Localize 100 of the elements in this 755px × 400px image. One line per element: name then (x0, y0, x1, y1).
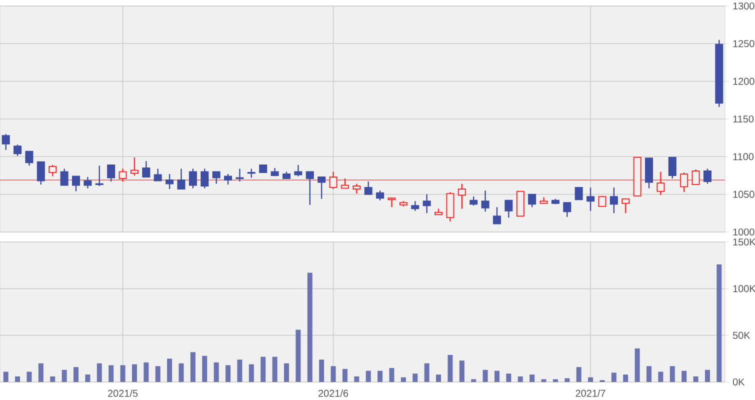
bar (284, 363, 289, 382)
bar (248, 364, 254, 382)
bar (564, 378, 570, 382)
candlestick (680, 172, 688, 193)
bar (96, 363, 102, 382)
bar (670, 366, 675, 382)
candlestick (656, 171, 665, 196)
bar (3, 372, 8, 382)
candlestick (376, 190, 384, 201)
y-tick-label: 1200 (733, 78, 754, 85)
bar (15, 376, 20, 382)
bar (576, 367, 582, 382)
candlestick (36, 161, 45, 186)
bar (74, 367, 79, 382)
bar (319, 360, 324, 382)
x-tick-label: 2021/7 (576, 390, 606, 397)
bar (26, 372, 32, 382)
y-tick-label: 0K (732, 378, 745, 386)
bar (132, 364, 137, 382)
bar (506, 374, 512, 382)
bar (214, 362, 219, 382)
bar (38, 363, 44, 382)
candlestick (586, 186, 595, 212)
bar (167, 358, 172, 382)
candlestick (692, 168, 700, 186)
bar (646, 366, 652, 382)
bar (120, 365, 126, 382)
bar (226, 365, 231, 382)
bar (202, 356, 208, 382)
candlestick (504, 200, 513, 218)
bar (155, 366, 160, 382)
bar (144, 362, 149, 382)
bar (716, 264, 722, 382)
candlestick (95, 165, 104, 187)
candlestick (528, 194, 536, 208)
candlestick (563, 202, 572, 218)
bar (530, 374, 535, 382)
bar (272, 356, 278, 382)
candlestick (458, 183, 466, 210)
bar (296, 330, 301, 382)
x-tick-label: 2021/6 (318, 390, 348, 397)
y-tick-label: 1100 (733, 153, 754, 160)
bar (237, 360, 242, 382)
candlestick (364, 180, 372, 195)
bar (482, 370, 488, 382)
bar (342, 368, 348, 382)
y-tick-label: 1150 (733, 115, 754, 123)
candlestick (236, 168, 244, 182)
bar (693, 376, 698, 382)
bar (307, 272, 312, 382)
bar (412, 374, 418, 382)
bar (354, 376, 360, 382)
candlestick (107, 164, 116, 182)
y-tick-label: 1000 (733, 228, 754, 236)
candlestick (422, 194, 431, 214)
candlestick (188, 168, 197, 189)
candlestick (610, 186, 618, 214)
bar (611, 372, 616, 382)
candlestick (14, 144, 22, 157)
bar (424, 363, 430, 382)
candlestick (224, 173, 232, 186)
bar (62, 370, 67, 382)
bar (50, 376, 56, 382)
bar (658, 372, 664, 382)
candlestick (142, 160, 150, 178)
y-tick-label: 1300 (733, 2, 754, 10)
bar (436, 374, 442, 382)
candlestick (177, 168, 186, 190)
candlestick (340, 178, 349, 189)
candlestick (154, 168, 162, 182)
bar (541, 379, 546, 382)
bar (366, 370, 371, 382)
bar (588, 377, 594, 382)
candlestick (247, 168, 256, 178)
candlestick (622, 198, 630, 214)
bar (471, 379, 476, 382)
y-tick-label: 1050 (733, 190, 754, 198)
candlestick (352, 183, 361, 194)
candlestick (166, 173, 174, 190)
candlestick (84, 176, 92, 189)
candlestick (318, 176, 326, 200)
candlestick (72, 176, 80, 192)
candlestick (212, 171, 220, 184)
bar (494, 370, 500, 382)
candlestick (329, 171, 338, 190)
bar (108, 365, 114, 382)
candlestick (703, 168, 712, 184)
candlestick (118, 168, 127, 182)
bar (704, 370, 710, 382)
bar (378, 370, 383, 382)
candlestick (25, 150, 34, 166)
y-tick-label: 50K (732, 332, 750, 339)
bar (85, 374, 90, 382)
x-tick-label: 2021/5 (108, 390, 138, 397)
candlestick (48, 164, 57, 177)
candlestick (411, 200, 420, 212)
candlestick (574, 187, 583, 200)
candlestick (470, 196, 478, 206)
bar (178, 363, 184, 382)
candlestick (492, 206, 501, 224)
